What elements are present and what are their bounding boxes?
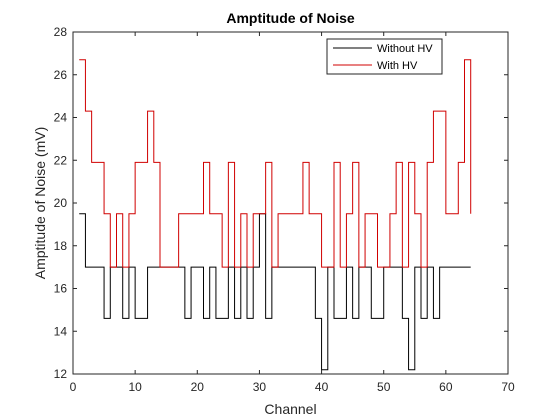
y-axis: 12 14 16 18 20 22 24 26 28 <box>54 25 508 381</box>
x-tick-label: 10 <box>128 380 142 394</box>
plot-area <box>73 32 508 374</box>
legend-label-without-hv: Without HV <box>377 43 433 55</box>
y-tick-label: 20 <box>54 196 68 210</box>
y-tick-label: 14 <box>54 324 68 338</box>
y-tick-label: 28 <box>54 25 68 39</box>
x-tick-label: 0 <box>70 380 77 394</box>
x-tick-label: 30 <box>253 380 267 394</box>
legend: Without HV With HV <box>326 38 443 75</box>
x-tick-label: 50 <box>377 380 391 394</box>
y-tick-label: 18 <box>54 239 68 253</box>
y-tick-label: 26 <box>54 68 68 82</box>
series-line-without-hv <box>79 213 471 371</box>
legend-box <box>326 38 443 75</box>
y-tick-label: 12 <box>54 367 68 381</box>
series-layer <box>79 59 472 371</box>
y-tick-label: 16 <box>54 282 68 296</box>
x-tick-label: 40 <box>315 380 329 394</box>
y-tick-label: 24 <box>54 111 68 125</box>
x-axis: 0 10 20 30 40 50 60 70 <box>70 32 515 394</box>
x-tick-label: 70 <box>501 380 515 394</box>
x-tick-label: 20 <box>191 380 205 394</box>
x-axis-label: Channel <box>264 401 316 417</box>
y-tick-label: 22 <box>54 153 68 167</box>
series-line-with-hv <box>79 59 472 268</box>
chart-title: Amptitude of Noise <box>226 10 355 26</box>
y-axis-label: Amptitude of Noise (mV) <box>32 127 48 280</box>
x-tick-label: 60 <box>439 380 453 394</box>
legend-label-with-hv: With HV <box>377 60 418 72</box>
